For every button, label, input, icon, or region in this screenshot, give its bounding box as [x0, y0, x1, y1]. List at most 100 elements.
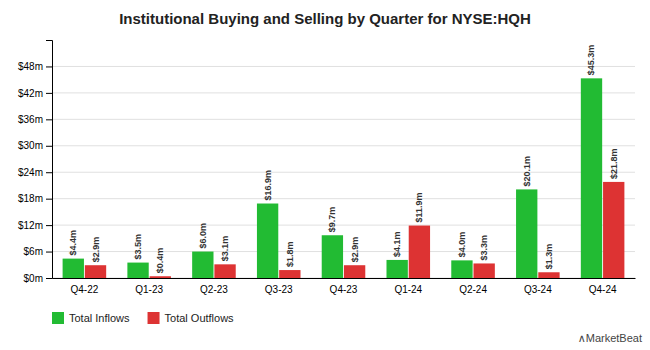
grid-line	[52, 145, 635, 146]
x-tick: Q3-23	[265, 284, 293, 295]
x-tick-label: Q3-23	[265, 284, 293, 295]
y-tick: $30m	[18, 140, 52, 151]
y-tick: $0m	[24, 273, 52, 284]
y-tick: $12m	[18, 220, 52, 231]
bar	[192, 252, 213, 278]
bar	[344, 265, 365, 278]
x-tick-label: Q1-23	[135, 284, 163, 295]
bars	[63, 78, 625, 278]
data-label: $16.9m	[263, 170, 273, 201]
x-axis-line	[53, 278, 636, 279]
y-tick-label: $24m	[18, 167, 43, 178]
x-tick-label: Q4-23	[330, 284, 358, 295]
y-tick-label: $12m	[18, 220, 43, 231]
chart: $0m$6m$12m$18m$24m$30m$36m$42m$48mQ4-22Q…	[0, 0, 650, 350]
data-label: $21.8m	[609, 148, 619, 179]
bar	[63, 259, 84, 278]
y-tick: $48m	[18, 61, 52, 72]
data-label: $2.9m	[350, 237, 360, 263]
data-label: $4.4m	[68, 230, 78, 256]
y-tick-mark	[46, 119, 52, 120]
bar	[516, 189, 537, 278]
bar	[538, 272, 559, 278]
grid-line	[52, 119, 635, 120]
title: Institutional Buying and Selling by Quar…	[119, 10, 531, 27]
legend-label: Total Inflows	[69, 312, 130, 324]
legend-swatch	[148, 312, 160, 324]
bar	[257, 204, 278, 278]
x-tick: Q4-24	[589, 284, 617, 295]
data-label: $3.1m	[220, 236, 230, 262]
x-tick-label: Q3-24	[524, 284, 552, 295]
grid-line	[52, 198, 635, 199]
data-label: $45.3m	[586, 45, 596, 76]
data-label: $2.9m	[91, 237, 101, 263]
y-axis-line	[46, 41, 53, 279]
y-tick-label: $36m	[18, 114, 43, 125]
data-label: $11.9m	[414, 193, 424, 223]
bar	[279, 270, 300, 278]
grid	[52, 66, 635, 278]
bar	[409, 226, 430, 278]
data-label: $4.0m	[457, 232, 467, 258]
y-tick-label: $42m	[18, 88, 43, 99]
y-axis: $0m $6m $12m $18m $24m $30m $36m $42m $48m	[18, 41, 53, 284]
y-tick-mark	[46, 225, 52, 226]
x-tick: Q2-24	[459, 284, 487, 295]
data-label: $1.8m	[285, 242, 295, 268]
y-tick: $6m	[24, 246, 52, 257]
bar-series	[85, 182, 625, 278]
y-tick-mark	[46, 199, 52, 200]
bar	[127, 263, 148, 278]
legend-item: Total Outflows	[148, 312, 235, 324]
y-tick: $18m	[18, 193, 52, 204]
x-tick-label: Q1-24	[394, 284, 422, 295]
data-label: $9.7m	[327, 207, 337, 233]
bar	[581, 78, 602, 278]
x-tick-label: Q4-24	[589, 284, 617, 295]
annotation: ∧MarketBeat	[578, 332, 642, 344]
bar	[214, 264, 235, 278]
y-tick-label: $6m	[24, 246, 43, 257]
y-tick: $36m	[18, 114, 52, 125]
data-label: $4.1m	[392, 231, 402, 257]
grid-line	[52, 225, 635, 226]
bar-series	[63, 78, 603, 278]
x-tick-label: Q2-23	[200, 284, 228, 295]
data-labels: $4.4m$3.5m$6.0m$16.9m$9.7m$4.1m$4.0m$20.…	[68, 45, 618, 273]
data-label: $3.3m	[479, 235, 489, 261]
data-label: $0.4m	[155, 248, 165, 274]
plot: $0m$6m$12m$18m$24m$30m$36m$42m$48mQ4-22Q…	[18, 41, 636, 296]
y-tick-label: $0m	[24, 273, 43, 284]
x-tick: Q1-23	[135, 284, 163, 295]
grid-line	[52, 92, 635, 93]
x-axis: Q4-22 Q1-23 Q2-23 Q3-23 Q4-23 Q1-24 Q2-24 Q3-24…	[53, 279, 636, 296]
data-label: $3.5m	[133, 234, 143, 260]
x-tick-label: Q2-24	[459, 284, 487, 295]
y-tick-mark	[46, 93, 52, 94]
legend-item: Total Inflows	[52, 312, 130, 324]
grid-line	[52, 66, 635, 67]
bar	[451, 260, 472, 278]
y-tick-mark	[46, 172, 52, 173]
y-tick-mark	[46, 146, 52, 147]
bar	[150, 276, 171, 278]
grid-line	[52, 172, 635, 173]
y-tick: $42m	[18, 88, 52, 99]
y-tick: $24m	[18, 167, 52, 178]
x-tick: Q3-24	[524, 284, 552, 295]
legend-label: Total Outflows	[165, 312, 235, 324]
y-tick-mark	[46, 252, 52, 253]
x-tick: Q4-22	[70, 284, 98, 295]
legend-swatch	[52, 312, 64, 324]
x-tick-label: Q4-22	[70, 284, 98, 295]
legend: Total Inflows Total Outflows	[52, 312, 234, 324]
y-tick-label: $30m	[18, 140, 43, 151]
bar	[386, 260, 407, 278]
bar	[322, 235, 343, 278]
x-tick: Q1-24	[394, 284, 422, 295]
bar	[603, 182, 624, 278]
bar	[474, 263, 495, 278]
data-label: $1.3m	[544, 244, 554, 270]
y-tick-mark	[46, 66, 52, 67]
